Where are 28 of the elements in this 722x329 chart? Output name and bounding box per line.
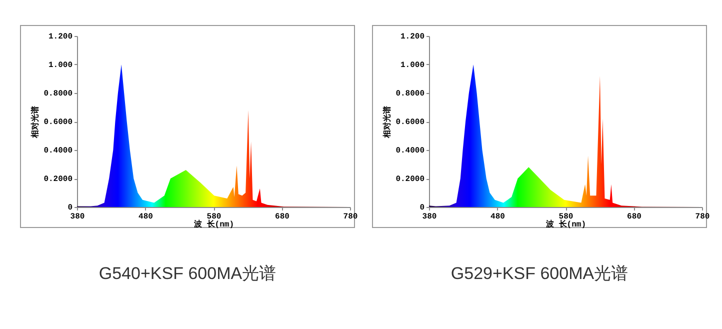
y-tick-label: 0.4000: [44, 146, 73, 156]
x-tick-label: 780: [695, 212, 710, 222]
x-tick-label: 480: [490, 212, 506, 222]
x-axis-title: 波 长(nm): [544, 220, 586, 230]
y-tick-label: 0.6000: [396, 118, 425, 127]
x-axis-title: 波 长(nm): [192, 220, 234, 230]
y-axis-title: 相对光谱: [30, 106, 41, 139]
x-tick-label: 480: [138, 212, 154, 222]
y-tick-label: 0.8000: [396, 90, 425, 98]
x-tick-label: 680: [627, 212, 642, 222]
x-tick-label: 380: [422, 212, 437, 222]
y-tick-label: 0: [68, 204, 73, 212]
y-tick-label: 1.000: [400, 61, 425, 70]
y-tick-label: 0.4000: [396, 146, 425, 156]
y-tick-label: 1.200: [400, 32, 425, 42]
y-tick-label: 0.2000: [396, 175, 425, 184]
text: G540+KSF 600MA光谱: [98, 263, 278, 285]
y-tick-label: 1.200: [48, 32, 73, 42]
x-tick-label: 680: [275, 212, 290, 222]
y-axis-title: 相对光谱: [382, 106, 393, 139]
x-tick-label: 780: [343, 212, 358, 222]
y-tick-label: 1.000: [48, 61, 73, 70]
x-tick-label: 380: [70, 212, 85, 222]
y-tick-label: 0.8000: [44, 90, 73, 98]
text: G529+KSF 600MA光谱: [450, 263, 630, 285]
y-tick-label: 0: [420, 204, 425, 212]
y-tick-label: 0.6000: [44, 118, 73, 127]
y-tick-label: 0.2000: [44, 175, 73, 184]
